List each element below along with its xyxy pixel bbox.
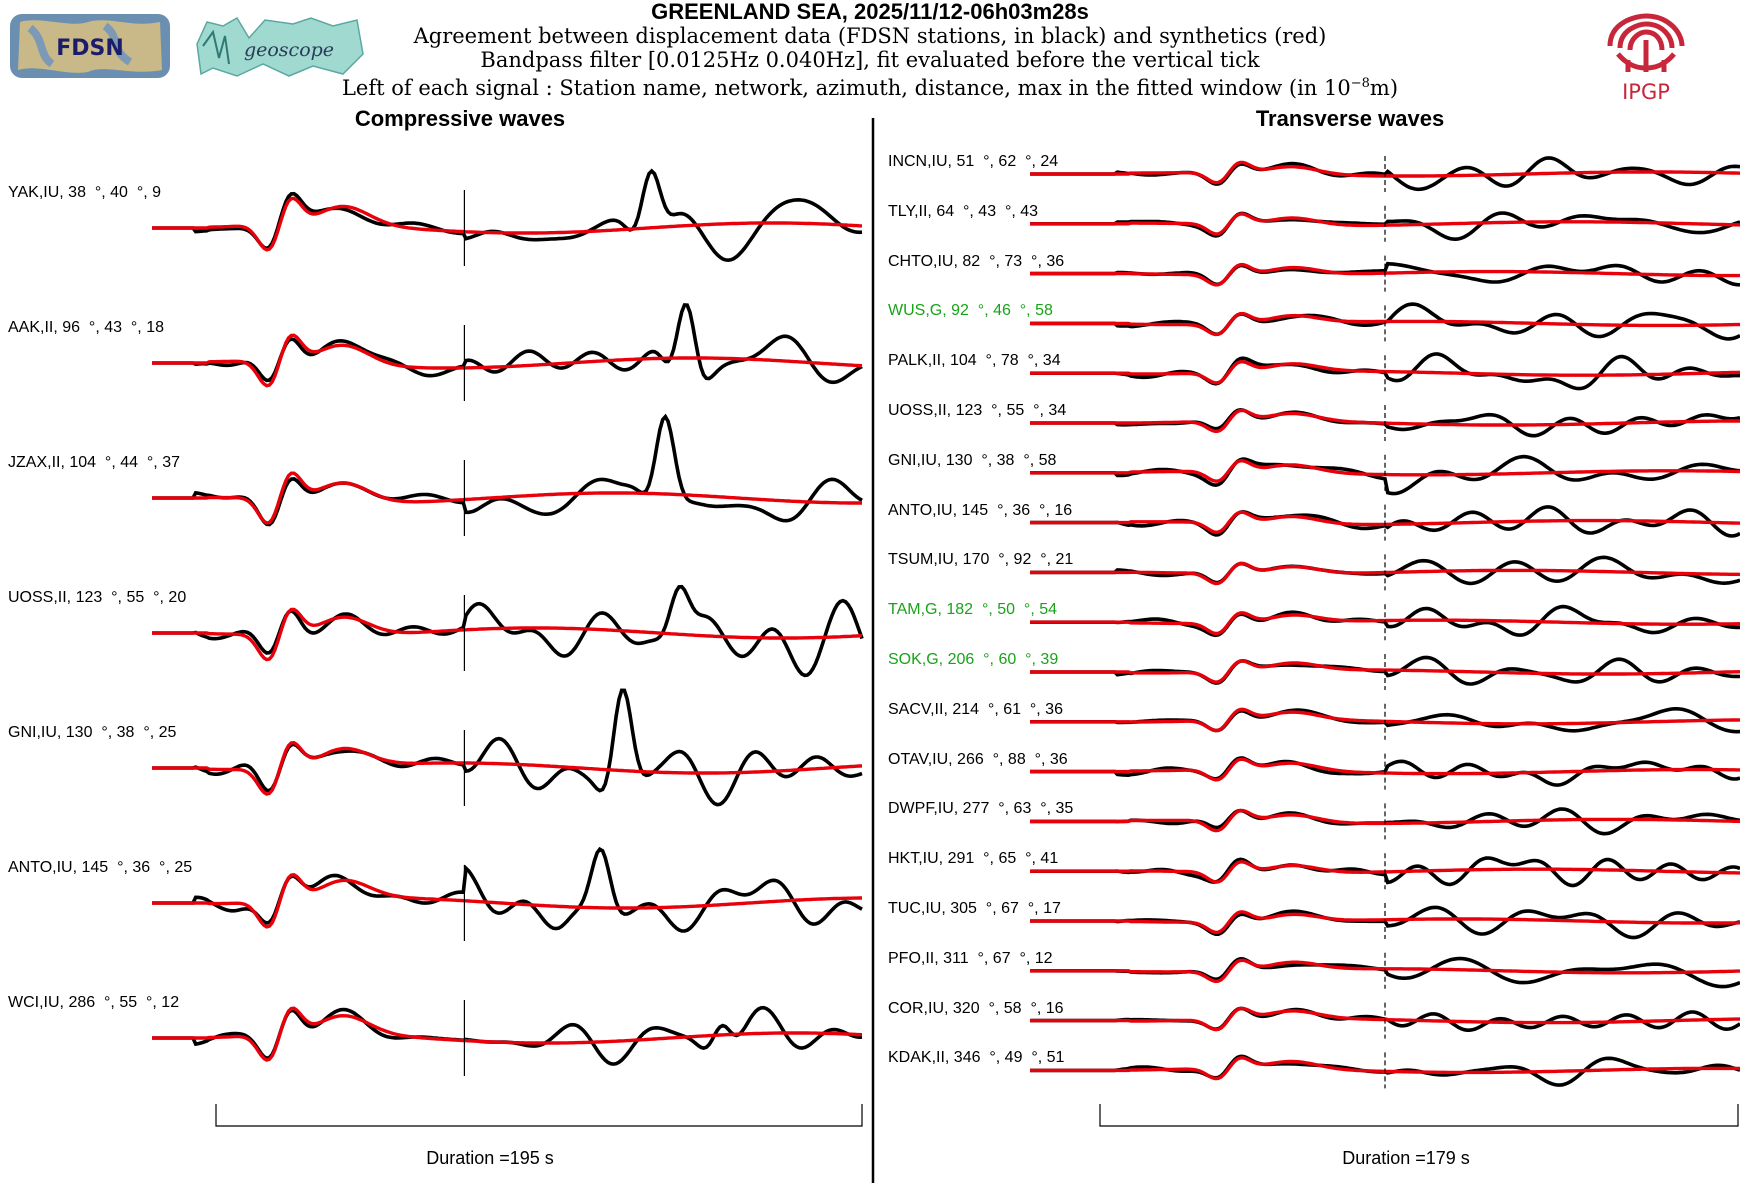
station-label: UOSS,II, 123 °, 55 °, 20 bbox=[8, 589, 187, 606]
station-label: PALK,II, 104 °, 78 °, 34 bbox=[888, 352, 1061, 370]
data-trace bbox=[152, 846, 863, 933]
synthetic-trace bbox=[152, 196, 863, 252]
duration-bracket bbox=[1099, 1104, 1739, 1127]
synthetic-trace bbox=[152, 740, 863, 796]
station-label: TAM,G, 182 °, 50 °, 54 bbox=[888, 601, 1058, 619]
station-label: TUC,IU, 305 °, 67 °, 17 bbox=[888, 900, 1061, 917]
ipgp-logo-text: IPGP bbox=[1622, 80, 1670, 104]
station-label: ANTO,IU, 145 °, 36 °, 25 bbox=[8, 859, 193, 876]
station-label: INCN,IU, 51 °, 62 °, 24 bbox=[888, 153, 1059, 170]
synthetic-trace bbox=[152, 471, 862, 525]
station-label: TLY,II, 64 °, 43 °, 43 bbox=[888, 202, 1039, 220]
transverse-panel bbox=[1030, 156, 1740, 1127]
station-label: ANTO,IU, 145 °, 36 °, 16 bbox=[888, 501, 1073, 519]
synthetic-trace bbox=[152, 607, 863, 662]
data-trace bbox=[152, 584, 864, 678]
compressive-duration-label: Duration =195 s bbox=[426, 1148, 554, 1168]
station-label: OTAV,IU, 266 °, 88 °, 36 bbox=[888, 750, 1068, 768]
subtitle-line-3: Left of each signal : Station name, netw… bbox=[0, 72, 1740, 100]
station-label: COR,IU, 320 °, 58 °, 16 bbox=[888, 999, 1064, 1017]
fdsn-logo-text: FDSN bbox=[56, 36, 124, 61]
geoscope-logo-text: geoscope bbox=[244, 39, 334, 61]
station-label: GNI,IU, 130 °, 38 °, 58 bbox=[888, 451, 1057, 469]
station-label: KDAK,II, 346 °, 49 °, 51 bbox=[888, 1049, 1065, 1067]
station-label: CHTO,IU, 82 °, 73 °, 36 bbox=[888, 252, 1065, 270]
station-label: YAK,IU, 38 °, 40 °, 9 bbox=[8, 184, 162, 201]
page-title: GREENLAND SEA, 2025/11/12-06h03m28s bbox=[651, 0, 1089, 24]
synthetic-trace bbox=[152, 873, 862, 929]
subtitle-line-3-exponent: −8 bbox=[1350, 76, 1370, 91]
station-label: DWPF,IU, 277 °, 63 °, 35 bbox=[888, 800, 1074, 818]
subtitle-line-2: Bandpass filter [0.0125Hz 0.040Hz], fit … bbox=[480, 48, 1260, 72]
station-label: PFO,II, 311 °, 67 °, 12 bbox=[888, 949, 1053, 967]
subtitle-line-3-suffix: m) bbox=[1369, 76, 1399, 100]
transverse-duration-label: Duration =179 s bbox=[1342, 1148, 1470, 1168]
station-label: SACV,II, 214 °, 61 °, 36 bbox=[888, 700, 1063, 718]
station-label: WUS,G, 92 °, 46 °, 58 bbox=[888, 302, 1053, 320]
duration-bracket bbox=[215, 1104, 863, 1127]
compressive-title: Compressive waves bbox=[354, 106, 566, 131]
data-trace bbox=[152, 303, 863, 385]
transverse-title: Transverse waves bbox=[1255, 106, 1445, 131]
station-label: TSUM,IU, 170 °, 92 °, 21 bbox=[888, 551, 1074, 569]
station-label: WCI,IU, 286 °, 55 °, 12 bbox=[8, 994, 180, 1011]
station-label: AAK,II, 96 °, 43 °, 18 bbox=[8, 319, 164, 336]
data-trace bbox=[152, 413, 863, 527]
synthetic-trace bbox=[152, 333, 863, 388]
station-label: UOSS,II, 123 °, 55 °, 34 bbox=[888, 402, 1067, 419]
ipgp-logo: IPGP bbox=[1607, 13, 1685, 104]
station-label: JZAX,II, 104 °, 44 °, 37 bbox=[8, 454, 180, 471]
station-label: SOK,G, 206 °, 60 °, 39 bbox=[888, 651, 1059, 668]
geoscope-logo: geoscope bbox=[196, 16, 364, 77]
compressive-panel bbox=[152, 168, 864, 1127]
data-trace bbox=[152, 168, 863, 263]
fdsn-logo: FDSN bbox=[10, 14, 170, 78]
data-trace bbox=[152, 1005, 863, 1066]
station-label: HKT,IU, 291 °, 65 °, 41 bbox=[888, 850, 1059, 868]
subtitle-line-1: Agreement between displacement data (FDS… bbox=[413, 24, 1327, 48]
synthetic-trace bbox=[152, 1006, 863, 1062]
subtitle-line-3-prefix: Left of each signal : Station name, netw… bbox=[341, 76, 1351, 100]
station-label: GNI,IU, 130 °, 38 °, 25 bbox=[8, 724, 177, 741]
